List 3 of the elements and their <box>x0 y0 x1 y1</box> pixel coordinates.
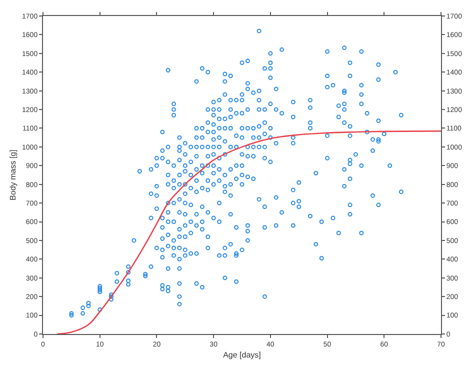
line-series <box>56 130 441 334</box>
y-axis-title: Body mass [g] <box>8 150 18 200</box>
x-axis-title: Age [days] <box>223 350 261 360</box>
